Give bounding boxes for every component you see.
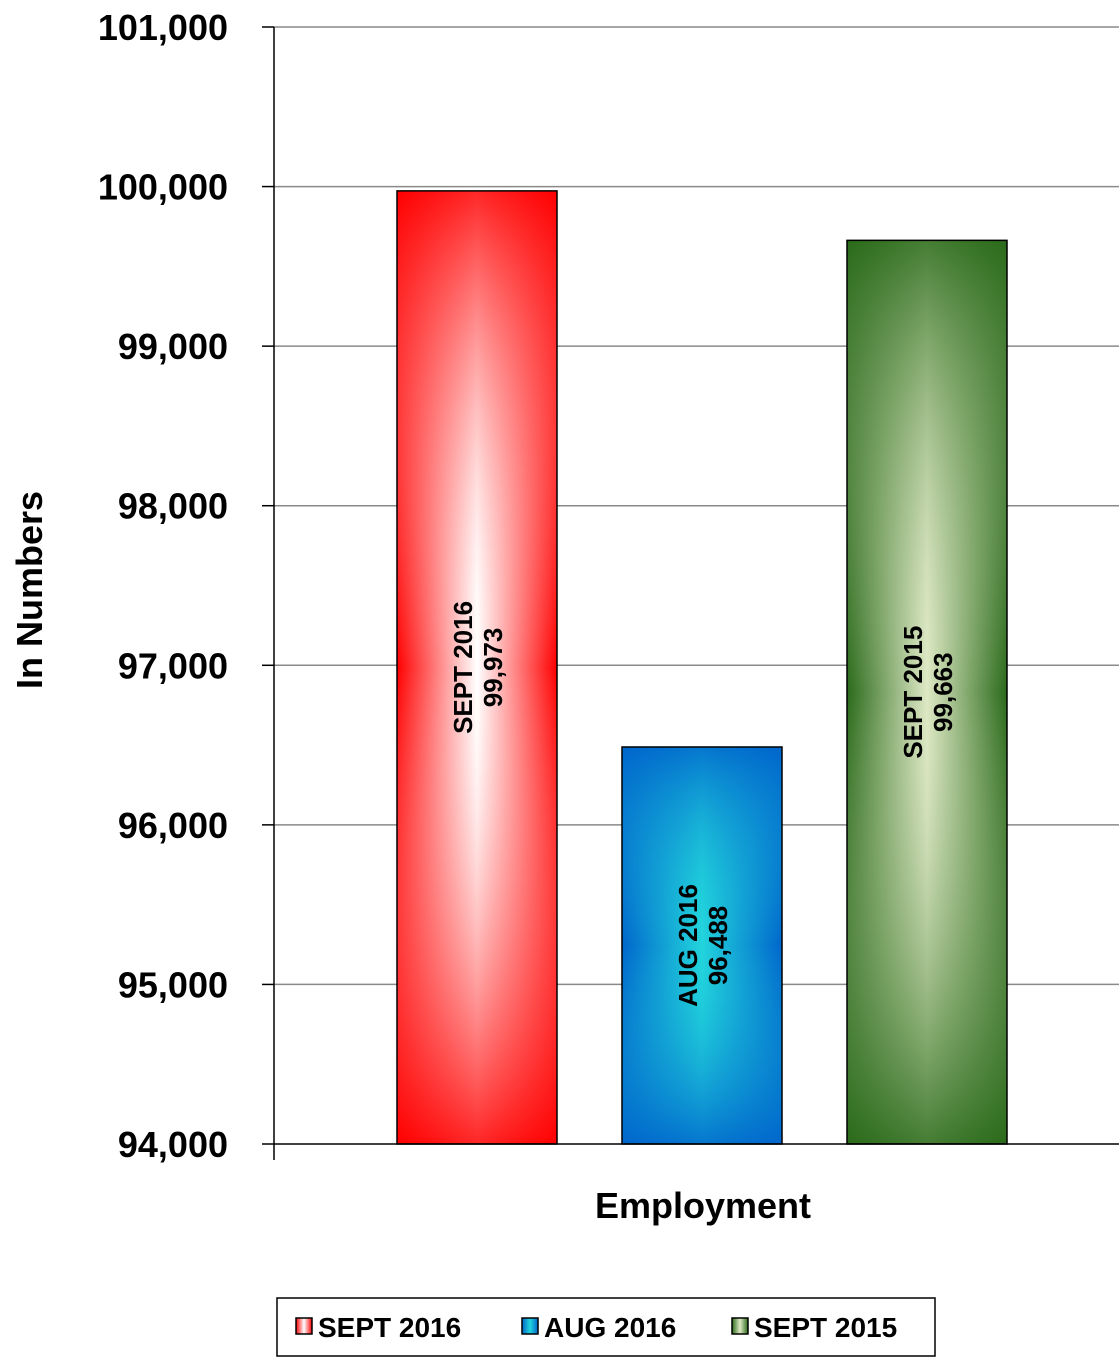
y-tick-label: 97,000 (118, 645, 228, 686)
bar-label-series: AUG 2016 (673, 884, 703, 1007)
y-tick-label: 94,000 (118, 1124, 228, 1165)
bar-label-series: SEPT 2015 (898, 626, 928, 759)
bar-shading (847, 240, 1007, 1145)
y-tick-label: 99,000 (118, 326, 228, 367)
bar-data-label: AUG 2016 96,488 (673, 884, 733, 1007)
legend: SEPT 2016 AUG 2016 SEPT 2015 (276, 1297, 936, 1357)
y-axis (273, 27, 1119, 1160)
legend-entry: SEPT 2016 (318, 1312, 461, 1343)
y-tick-label: 101,000 (98, 7, 228, 48)
bar-label-series: SEPT 2016 (448, 601, 478, 734)
y-tick-label: 98,000 (118, 486, 228, 527)
y-tick-label: 96,000 (118, 805, 228, 846)
legend-box (276, 1297, 936, 1357)
bar-shading (397, 190, 557, 1144)
bar-shading (622, 746, 782, 1144)
y-axis-title: In Numbers (9, 491, 50, 689)
legend-swatch (731, 1317, 749, 1335)
x-axis-title: Employment (595, 1185, 811, 1226)
legend-entry: SEPT 2015 (754, 1312, 897, 1343)
legend-entry: AUG 2016 (544, 1312, 676, 1343)
bar-data-label: SEPT 2016 99,973 (448, 601, 508, 734)
bar-label-value: 99,663 (928, 652, 958, 732)
y-tick-labels: 94,000 95,000 96,000 97,000 98,000 99,000 100,… (98, 7, 274, 1165)
y-tick-label: 95,000 (118, 964, 228, 1005)
legend-swatch (521, 1317, 539, 1335)
legend-swatch (295, 1317, 313, 1335)
bar-data-label: SEPT 2015 99,663 (898, 626, 958, 759)
y-tick-label: 100,000 (98, 167, 228, 208)
bar-label-value: 96,488 (703, 906, 733, 986)
bar-label-value: 99,973 (478, 628, 508, 708)
